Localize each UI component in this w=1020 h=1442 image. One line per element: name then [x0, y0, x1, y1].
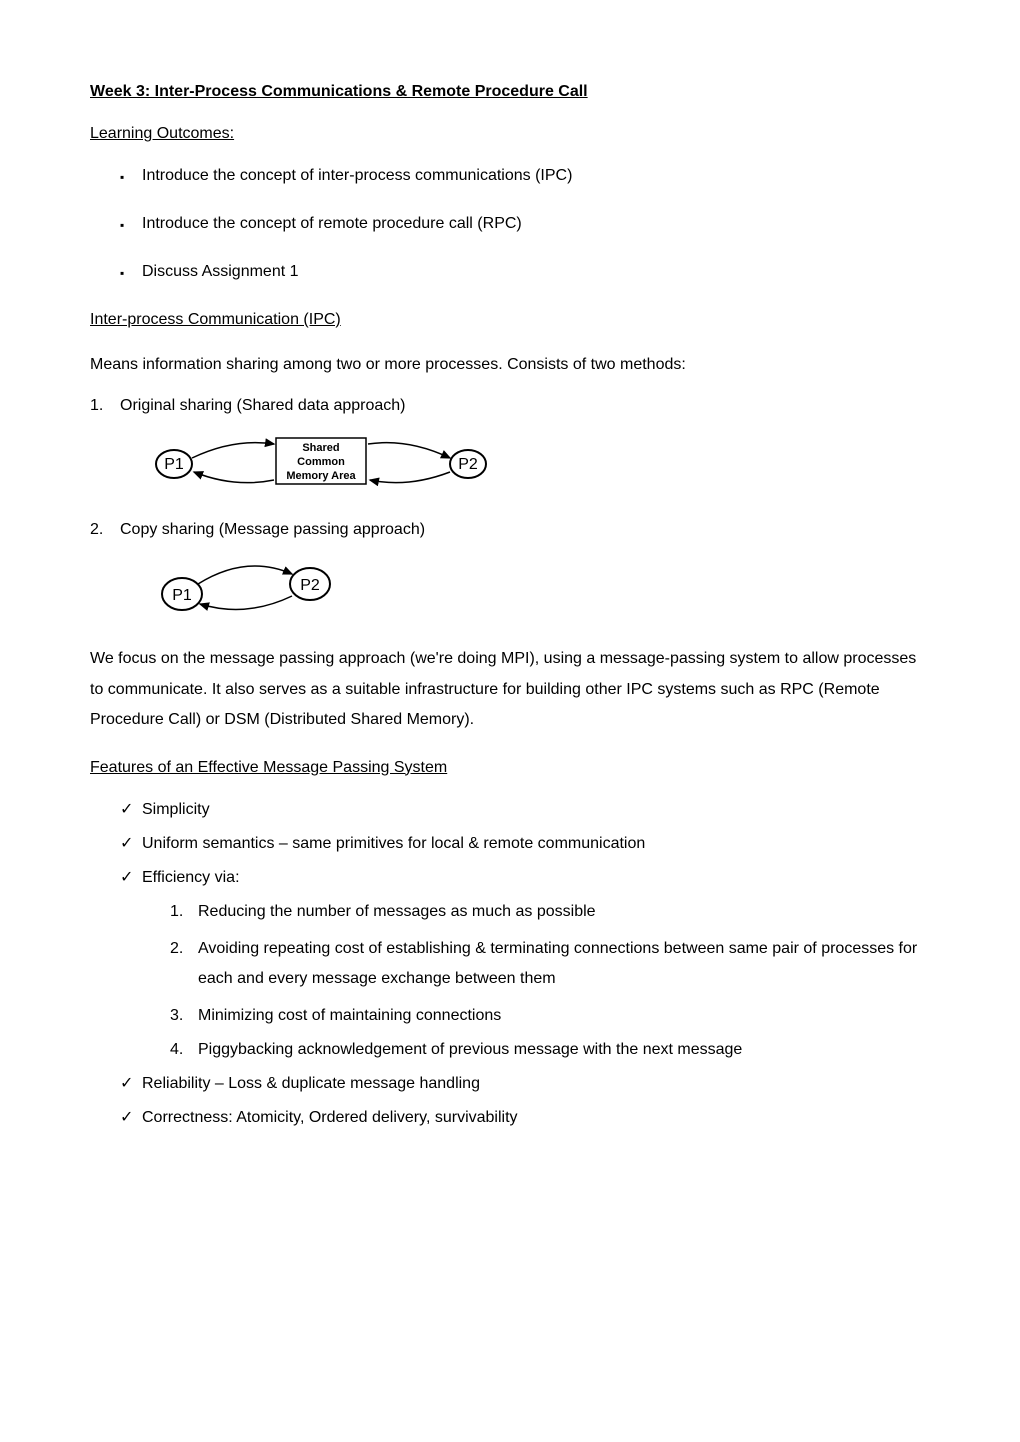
efficiency-sublist: 1. Reducing the number of messages as muc… — [142, 900, 930, 1063]
item-number: 2. — [90, 518, 103, 542]
item-number: 1. — [90, 394, 103, 418]
item-text: Copy sharing (Message passing approach) — [120, 521, 425, 538]
item-text: Reliability – Loss & duplicate message h… — [142, 1075, 480, 1092]
list-item: Uniform semantics – same primitives for … — [120, 832, 930, 856]
item-text: Piggybacking acknowledgement of previous… — [198, 1041, 742, 1058]
item-number: 1. — [170, 900, 183, 924]
features-list: Simplicity Uniform semantics – same prim… — [90, 798, 930, 1131]
learning-outcomes-list: Introduce the concept of inter-process c… — [90, 164, 930, 284]
item-number: 2. — [170, 934, 183, 964]
svg-text:P1: P1 — [164, 456, 184, 473]
item-text: Simplicity — [142, 801, 210, 818]
svg-text:P1: P1 — [172, 587, 192, 604]
methods-list: 1. Original sharing (Shared data approac… — [90, 394, 930, 628]
item-text: Uniform semantics – same primitives for … — [142, 835, 645, 852]
svg-text:Common: Common — [297, 456, 345, 468]
diagram-message-passing: P1 P2 — [150, 548, 930, 628]
item-text: Efficiency via: — [142, 869, 240, 886]
list-item: Discuss Assignment 1 — [120, 260, 930, 284]
list-item: 1. Original sharing (Shared data approac… — [90, 394, 930, 502]
list-item: Efficiency via: 1. Reducing the number of… — [120, 866, 930, 1063]
item-text: Minimizing cost of maintaining connectio… — [198, 1007, 501, 1024]
list-item: 4. Piggybacking acknowledgement of previo… — [170, 1038, 930, 1062]
page-title: Week 3: Inter-Process Communications & R… — [90, 80, 930, 104]
svg-text:P2: P2 — [458, 456, 478, 473]
item-text: Original sharing (Shared data approach) — [120, 397, 406, 414]
list-item: 1. Reducing the number of messages as muc… — [170, 900, 930, 924]
svg-text:Shared: Shared — [302, 442, 339, 454]
list-item: Correctness: Atomicity, Ordered delivery… — [120, 1106, 930, 1130]
list-item: 3. Minimizing cost of maintaining connect… — [170, 1004, 930, 1028]
item-text: Avoiding repeating cost of establishing … — [198, 940, 917, 987]
ipc-intro-text: Means information sharing among two or m… — [90, 350, 930, 380]
item-number: 3. — [170, 1004, 183, 1028]
svg-text:Memory Area: Memory Area — [286, 470, 356, 482]
focus-paragraph: We focus on the message passing approach… — [90, 644, 930, 735]
list-item: Simplicity — [120, 798, 930, 822]
list-item: Reliability – Loss & duplicate message h… — [120, 1072, 930, 1096]
features-heading: Features of an Effective Message Passing… — [90, 756, 930, 780]
list-item: 2. Avoiding repeating cost of establishin… — [170, 934, 930, 995]
diagram-shared-memory: P1 P2 Shared Common Memory Area — [150, 424, 930, 502]
ipc-heading: Inter-process Communication (IPC) — [90, 308, 930, 332]
item-number: 4. — [170, 1038, 183, 1062]
list-item: 2. Copy sharing (Message passing approac… — [90, 518, 930, 628]
item-text: Correctness: Atomicity, Ordered delivery… — [142, 1109, 518, 1126]
list-item: Introduce the concept of remote procedur… — [120, 212, 930, 236]
svg-text:P2: P2 — [300, 577, 320, 594]
list-item: Introduce the concept of inter-process c… — [120, 164, 930, 188]
learning-outcomes-heading: Learning Outcomes: — [90, 122, 930, 146]
item-text: Reducing the number of messages as much … — [198, 903, 596, 920]
